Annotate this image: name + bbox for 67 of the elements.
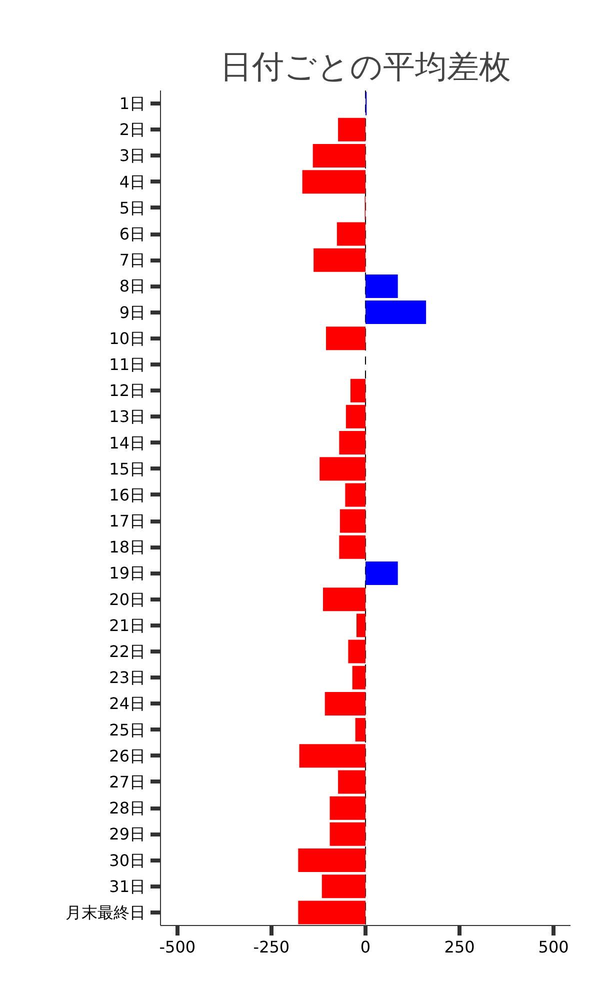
y-tick-label: 16日 [109,485,146,504]
x-tick-label: 0 [360,938,371,956]
x-tick-label: -250 [253,938,290,956]
bar [348,640,366,664]
y-tick-label: 24日 [109,694,146,714]
bar [338,118,366,142]
y-tick-label: 22日 [109,642,146,662]
y-tick-label: 15日 [109,459,146,478]
y-tick-label: 26日 [109,746,146,766]
bar [366,561,398,585]
bar [366,300,426,324]
y-tick-label: 5日 [119,198,146,218]
bar [336,222,366,246]
y-tick-label: 29日 [109,824,146,844]
y-tick-label: 10日 [109,328,146,348]
x-tick-label: 250 [444,938,475,956]
bar [298,848,366,872]
bar [338,770,366,794]
bar [314,248,366,272]
y-tick-label: 6日 [119,224,146,244]
bar [350,378,366,402]
bar [340,509,366,533]
y-tick-label: 21日 [109,616,146,635]
bar [322,588,366,612]
y-tick-label: 11日 [109,354,146,374]
y-tick-label: 27日 [109,772,146,792]
bar [299,744,366,768]
y-tick-label: 4日 [119,172,146,192]
y-tick-label: 月末最終日 [66,902,146,922]
bar [322,874,366,898]
y-tick-label: 17日 [109,512,146,531]
bar [330,822,366,846]
y-tick-label: 7日 [119,250,146,270]
bar [330,796,366,820]
y-tick-label: 23日 [109,668,146,688]
bar [355,718,366,742]
y-tick-label: 9日 [119,302,146,322]
y-tick-label: 30日 [109,850,146,870]
chart-title: 日付ごとの平均差枚 [220,48,511,86]
bar [302,170,366,194]
bar [346,404,366,428]
y-tick-label: 13日 [109,407,146,426]
bar [345,483,366,507]
bar [339,535,366,559]
y-tick-label: 19日 [109,564,146,583]
x-tick-label: -500 [159,938,196,956]
y-tick-label: 28日 [109,798,146,818]
x-tick-label: 500 [538,938,569,956]
bar [352,666,366,690]
bar [320,457,366,481]
bar [312,144,366,168]
bar [298,900,366,924]
y-tick-label: 31日 [109,876,146,896]
bar [366,274,398,298]
y-tick-label: 18日 [109,538,146,557]
y-tick-label: 8日 [119,276,146,296]
y-tick-label: 20日 [109,590,146,609]
y-tick-label: 2日 [119,120,146,140]
y-tick-label: 25日 [109,720,146,740]
y-tick-label: 1日 [119,94,146,114]
bar [326,326,366,350]
y-tick-label: 3日 [119,146,146,166]
bar [356,614,366,638]
bar [339,431,366,455]
y-tick-label: 12日 [109,381,146,400]
bar [324,692,366,716]
y-tick-label: 14日 [109,433,146,452]
